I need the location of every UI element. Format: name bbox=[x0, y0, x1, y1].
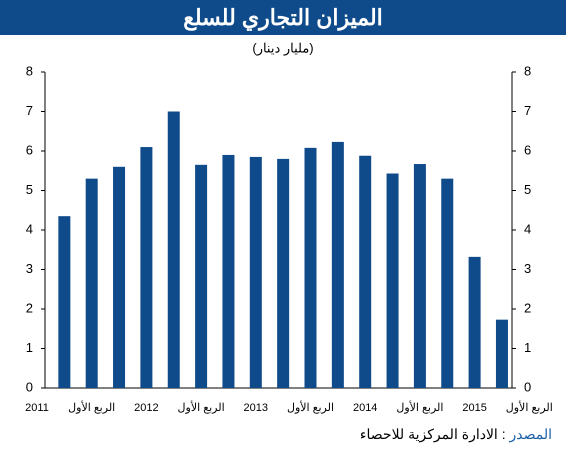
y2-tick-label: 7 bbox=[524, 103, 531, 118]
y2-tick-label: 0 bbox=[524, 379, 531, 394]
y-tick-label: 1 bbox=[26, 340, 33, 355]
bar bbox=[277, 158, 290, 388]
y-tick-label: 4 bbox=[26, 221, 33, 236]
x-tick-label: 2013 bbox=[244, 402, 268, 414]
bar bbox=[304, 147, 317, 388]
y-tick-label: 7 bbox=[26, 103, 33, 118]
bar bbox=[386, 173, 399, 388]
x-tick-label: الربع الأول bbox=[506, 400, 553, 414]
x-tick-label: 2012 bbox=[134, 402, 158, 414]
source: المصدر : الادارة المركزية للاحصاء bbox=[360, 426, 552, 443]
bar bbox=[359, 155, 372, 388]
bar bbox=[58, 216, 71, 388]
bar bbox=[413, 164, 426, 388]
y2-tick-label: 8 bbox=[524, 63, 531, 78]
y2-tick-label: 1 bbox=[524, 340, 531, 355]
bar bbox=[495, 319, 508, 388]
chart: (مليار دينار) 0 0 1 1 2 2 3 3 4 4 5 5 6 6 7 7 8 8 2011 الرب… bbox=[25, 40, 553, 414]
bar bbox=[195, 164, 208, 388]
y-tick-label: 8 bbox=[26, 63, 33, 78]
y-tick-label: 6 bbox=[26, 142, 33, 157]
bar bbox=[222, 154, 235, 388]
chart-title: الميزان التجاري للسلع bbox=[0, 0, 566, 35]
y-tick-label: 2 bbox=[26, 300, 33, 315]
bar bbox=[249, 156, 262, 388]
x-tick-label: 2014 bbox=[353, 402, 377, 414]
x-tick-label: الربع الأول bbox=[396, 400, 443, 414]
y2-tick-label: 5 bbox=[524, 182, 531, 197]
y-tick-label: 0 bbox=[26, 379, 33, 394]
bar bbox=[140, 147, 153, 388]
bar bbox=[441, 178, 454, 388]
y2-tick-label: 3 bbox=[524, 261, 531, 276]
bar bbox=[468, 256, 481, 388]
source-label: المصدر bbox=[509, 426, 553, 442]
chart-subtitle: (مليار دينار) bbox=[252, 40, 313, 56]
x-tick-label: الربع الأول bbox=[68, 400, 115, 414]
x-tick-label: 2011 bbox=[25, 402, 49, 414]
y2-tick-label: 6 bbox=[524, 142, 531, 157]
y-tick-label: 5 bbox=[26, 182, 33, 197]
x-tick-label: الربع الأول bbox=[178, 400, 225, 414]
source-text: : الادارة المركزية للاحصاء bbox=[359, 426, 506, 442]
y-tick-label: 3 bbox=[26, 261, 33, 276]
bar bbox=[167, 111, 180, 388]
x-tick-label: 2015 bbox=[462, 402, 486, 414]
y2-tick-label: 4 bbox=[524, 221, 531, 236]
x-tick-label: الربع الأول bbox=[287, 400, 334, 414]
y2-tick-label: 2 bbox=[524, 300, 531, 315]
bar bbox=[85, 178, 98, 388]
bar bbox=[113, 166, 126, 388]
bar bbox=[331, 141, 344, 388]
